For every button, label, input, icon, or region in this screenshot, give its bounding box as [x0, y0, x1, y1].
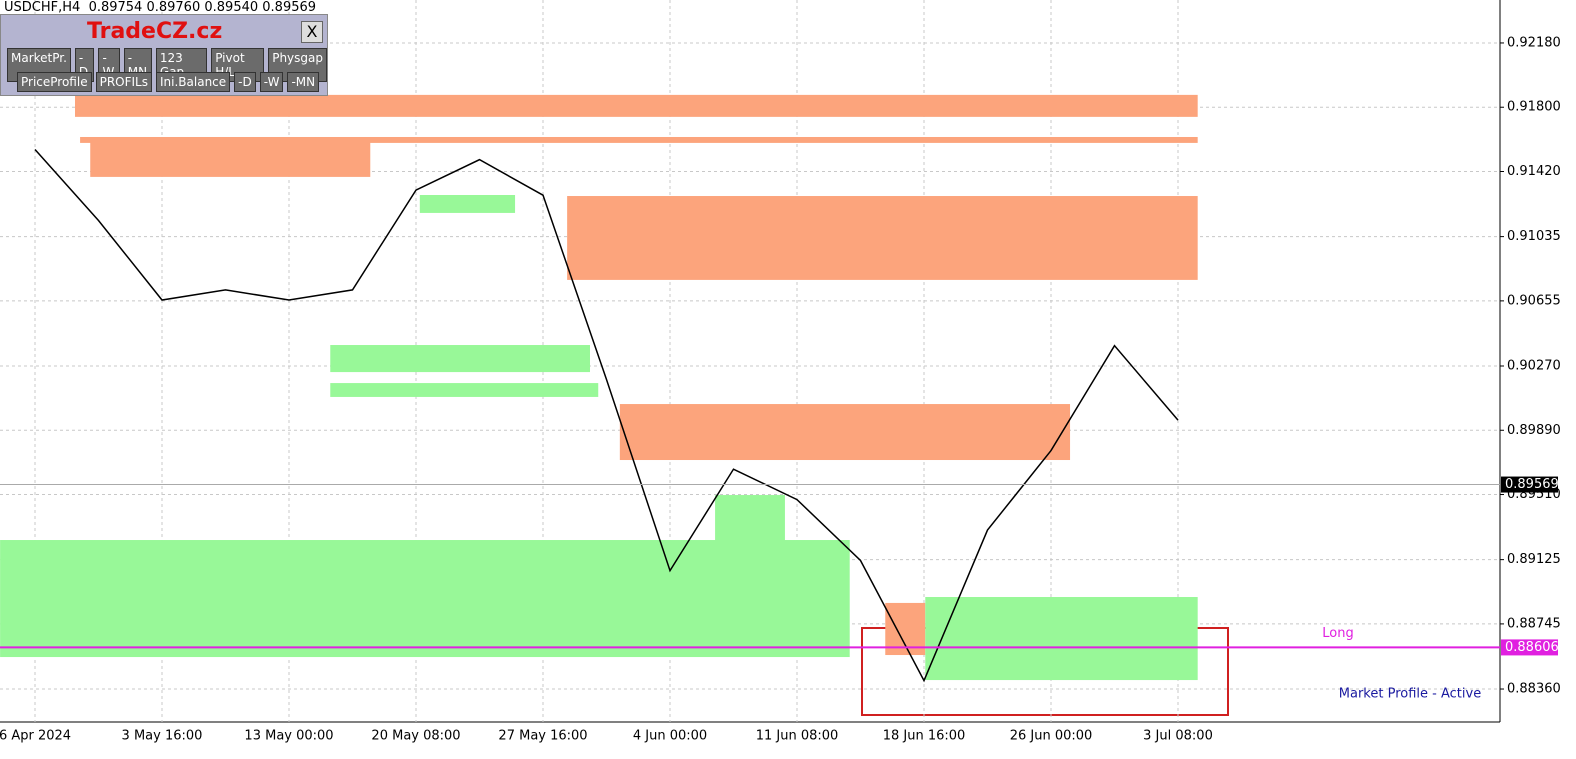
profile-zone — [715, 495, 785, 578]
tool-button[interactable]: PriceProfile — [17, 72, 92, 92]
price-line — [0, 149, 1500, 683]
profile-zone — [0, 540, 850, 658]
x-tick-label: 3 May 16:00 — [122, 729, 203, 744]
tool-button[interactable]: -MN — [287, 72, 320, 92]
long-price-box — [1501, 639, 1558, 656]
y-tick-label: 0.89125 — [1507, 552, 1561, 567]
x-tick-label: 27 May 16:00 — [498, 729, 587, 744]
y-tick-label: 0.91035 — [1507, 229, 1561, 244]
axes: 0.92180 0.91800 0.91420 0.91035 0.90655 0.902… — [0, 35, 1561, 743]
y-tick-label: 0.92180 — [1507, 35, 1561, 50]
x-tick-label: 13 May 00:00 — [244, 729, 333, 744]
brand: TradeCZ.cz — [87, 19, 223, 44]
profile-zone — [75, 94, 1198, 117]
profile-zone — [90, 140, 371, 177]
x-tick-label: 26 Jun 00:00 — [1010, 729, 1093, 744]
y-tick-label: 0.88745 — [1507, 616, 1561, 631]
y-tick-label: 0.91800 — [1507, 100, 1561, 115]
x-tick-label: 20 May 08:00 — [371, 729, 460, 744]
x-tick-label: 18 Jun 16:00 — [883, 729, 966, 744]
current-price-box — [1501, 476, 1558, 493]
y-tick-label: 0.89890 — [1507, 423, 1561, 438]
symbol-header: USDCHF,H4 0.89754 0.89760 0.89540 0.8956… — [4, 0, 316, 15]
tool-button[interactable]: Ini.Balance — [156, 72, 231, 92]
profile-zone — [419, 195, 516, 213]
tool-button[interactable]: -W — [259, 72, 284, 92]
profile-zone — [925, 597, 1198, 681]
profile-zone — [619, 404, 1071, 461]
x-tick-label: 6 Apr 2024 — [0, 729, 71, 744]
status-label: Market Profile - Active — [1339, 687, 1481, 702]
profile-zone — [330, 345, 590, 373]
y-tick-label: 0.90655 — [1507, 293, 1561, 308]
long-price-label: 0.88606 — [1505, 640, 1559, 655]
ohlc: 0.89760 — [146, 0, 201, 15]
x-tick-label: 3 Jul 08:00 — [1143, 729, 1213, 744]
ohlc: 0.89754 — [88, 0, 143, 15]
y-tick-label: 0.90270 — [1507, 358, 1561, 373]
x-tick-label: 11 Jun 08:00 — [756, 729, 839, 744]
tool-button[interactable]: -D — [234, 72, 256, 92]
button-row: PriceProfile PROFILs Ini.Balance -D -W -MN — [17, 72, 320, 92]
ohlc: 0.89569 — [262, 0, 317, 15]
profile-zone — [330, 383, 599, 397]
ohlc: 0.89540 — [204, 0, 259, 15]
y-tick-label: 0.91420 — [1507, 164, 1561, 179]
tool-panel: TradeCZ.cz X MarketPr.-D-W-MN123 GapPivo… — [0, 14, 328, 96]
profile-zone — [567, 196, 1198, 280]
zones — [0, 94, 1198, 681]
tool-button[interactable]: PROFILs — [95, 72, 152, 92]
x-tick-label: 4 Jun 00:00 — [633, 729, 707, 744]
close-button[interactable]: X — [301, 21, 323, 43]
profile-zone — [80, 136, 1198, 143]
current-price-label: 0.89569 — [1505, 477, 1559, 492]
symbol: USDCHF,H4 — [4, 0, 81, 15]
price-line — [34, 149, 1179, 683]
long-label: Long — [1322, 626, 1353, 641]
y-tick-label: 0.88360 — [1507, 682, 1561, 697]
